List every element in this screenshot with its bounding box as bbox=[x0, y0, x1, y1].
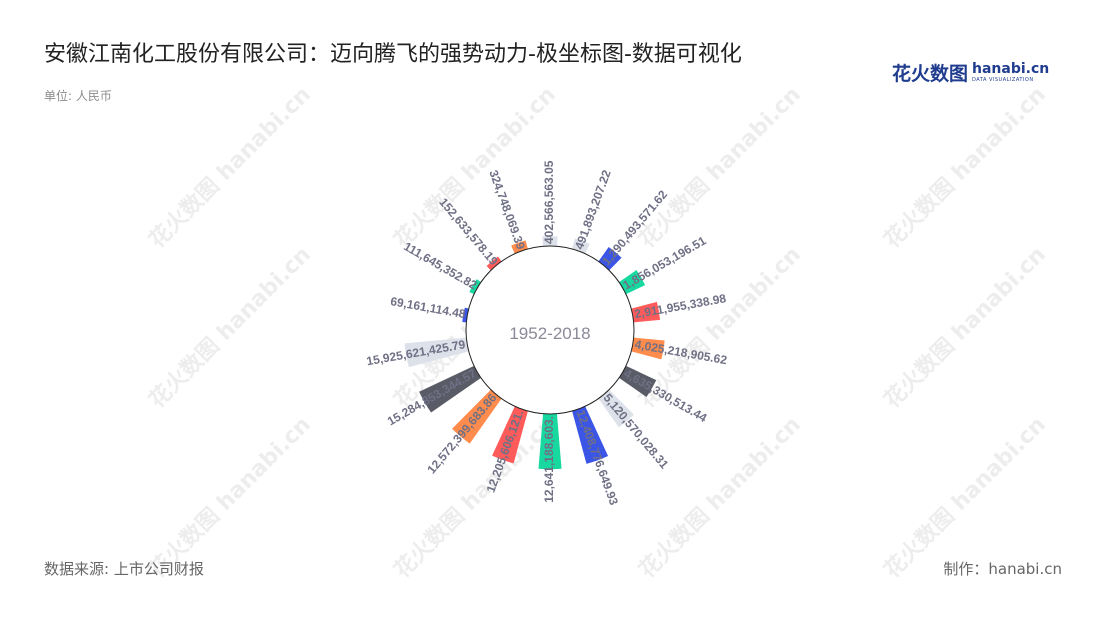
bar-5 bbox=[631, 337, 665, 360]
bar-value-label-3: 1,856,053,196.51 bbox=[621, 233, 709, 292]
unit-label: 单位: 人民币 bbox=[44, 89, 112, 103]
polar-axis-circle bbox=[465, 245, 635, 415]
bar-11 bbox=[452, 389, 502, 444]
bar-value-label-14: 69,161,114.48 bbox=[389, 294, 467, 321]
bar-4 bbox=[631, 301, 661, 323]
brand-logo-tagline: DATA VISUALIZATION bbox=[972, 76, 1034, 83]
bar-8 bbox=[572, 406, 609, 464]
bar-15 bbox=[469, 279, 481, 295]
brand-logo-en-block: hanabi.cn DATA VISUALIZATION bbox=[972, 62, 1049, 83]
bar-16 bbox=[486, 256, 502, 271]
brand-logo: 花火数图 hanabi.cn DATA VISUALIZATION bbox=[892, 58, 1049, 86]
data-source: 数据来源: 上市公司财报 bbox=[44, 560, 204, 578]
bar-value-label-8: 12,408,776,649.93 bbox=[574, 408, 622, 507]
bar-value-label-16: 152,633,578.19 bbox=[436, 195, 501, 268]
bar-2 bbox=[598, 246, 622, 271]
credit: 制作：hanabi.cn bbox=[943, 560, 1062, 578]
brand-logo-en: hanabi.cn bbox=[972, 60, 1050, 77]
brand-logo-cn: 花火数图 bbox=[892, 62, 969, 85]
chart-title: 安徽江南化工股份有限公司：迈向腾飞的强势动力-极坐标图-数据可视化 bbox=[44, 42, 742, 67]
center-label: 1952-2018 bbox=[509, 324, 590, 343]
bar-value-label-10: 12,205,606,121. bbox=[484, 408, 527, 494]
bar-13 bbox=[404, 337, 469, 368]
bar-10 bbox=[492, 406, 528, 464]
bar-value-label-4: 2,911,955,338.98 bbox=[633, 291, 727, 321]
bar-value-label-6: 4,635,330,513.44 bbox=[621, 366, 709, 425]
bar-12 bbox=[419, 365, 481, 413]
bar-3 bbox=[619, 270, 646, 295]
bar-0 bbox=[542, 236, 558, 247]
bar-17 bbox=[511, 240, 528, 254]
bar-value-label-9: 12,641,188,603. bbox=[542, 416, 556, 503]
bar-9 bbox=[538, 413, 562, 470]
bar-value-label-7: 5,120,570,028.31 bbox=[601, 391, 672, 472]
bar-value-label-5: 4,025,218,905.62 bbox=[634, 337, 729, 367]
bar-value-label-15: 111,645,352.82 bbox=[401, 239, 479, 292]
bar-7 bbox=[598, 389, 634, 428]
bar-value-label-0: 402,566,563.05 bbox=[542, 160, 556, 244]
bar-value-label-1: 491,893,207.22 bbox=[572, 168, 614, 251]
bar-value-label-17: 324,748,069.39 bbox=[486, 168, 528, 251]
bar-14 bbox=[462, 307, 469, 323]
bar-6 bbox=[619, 365, 657, 397]
bar-value-label-2: 1,290,493,571.62 bbox=[599, 187, 670, 268]
